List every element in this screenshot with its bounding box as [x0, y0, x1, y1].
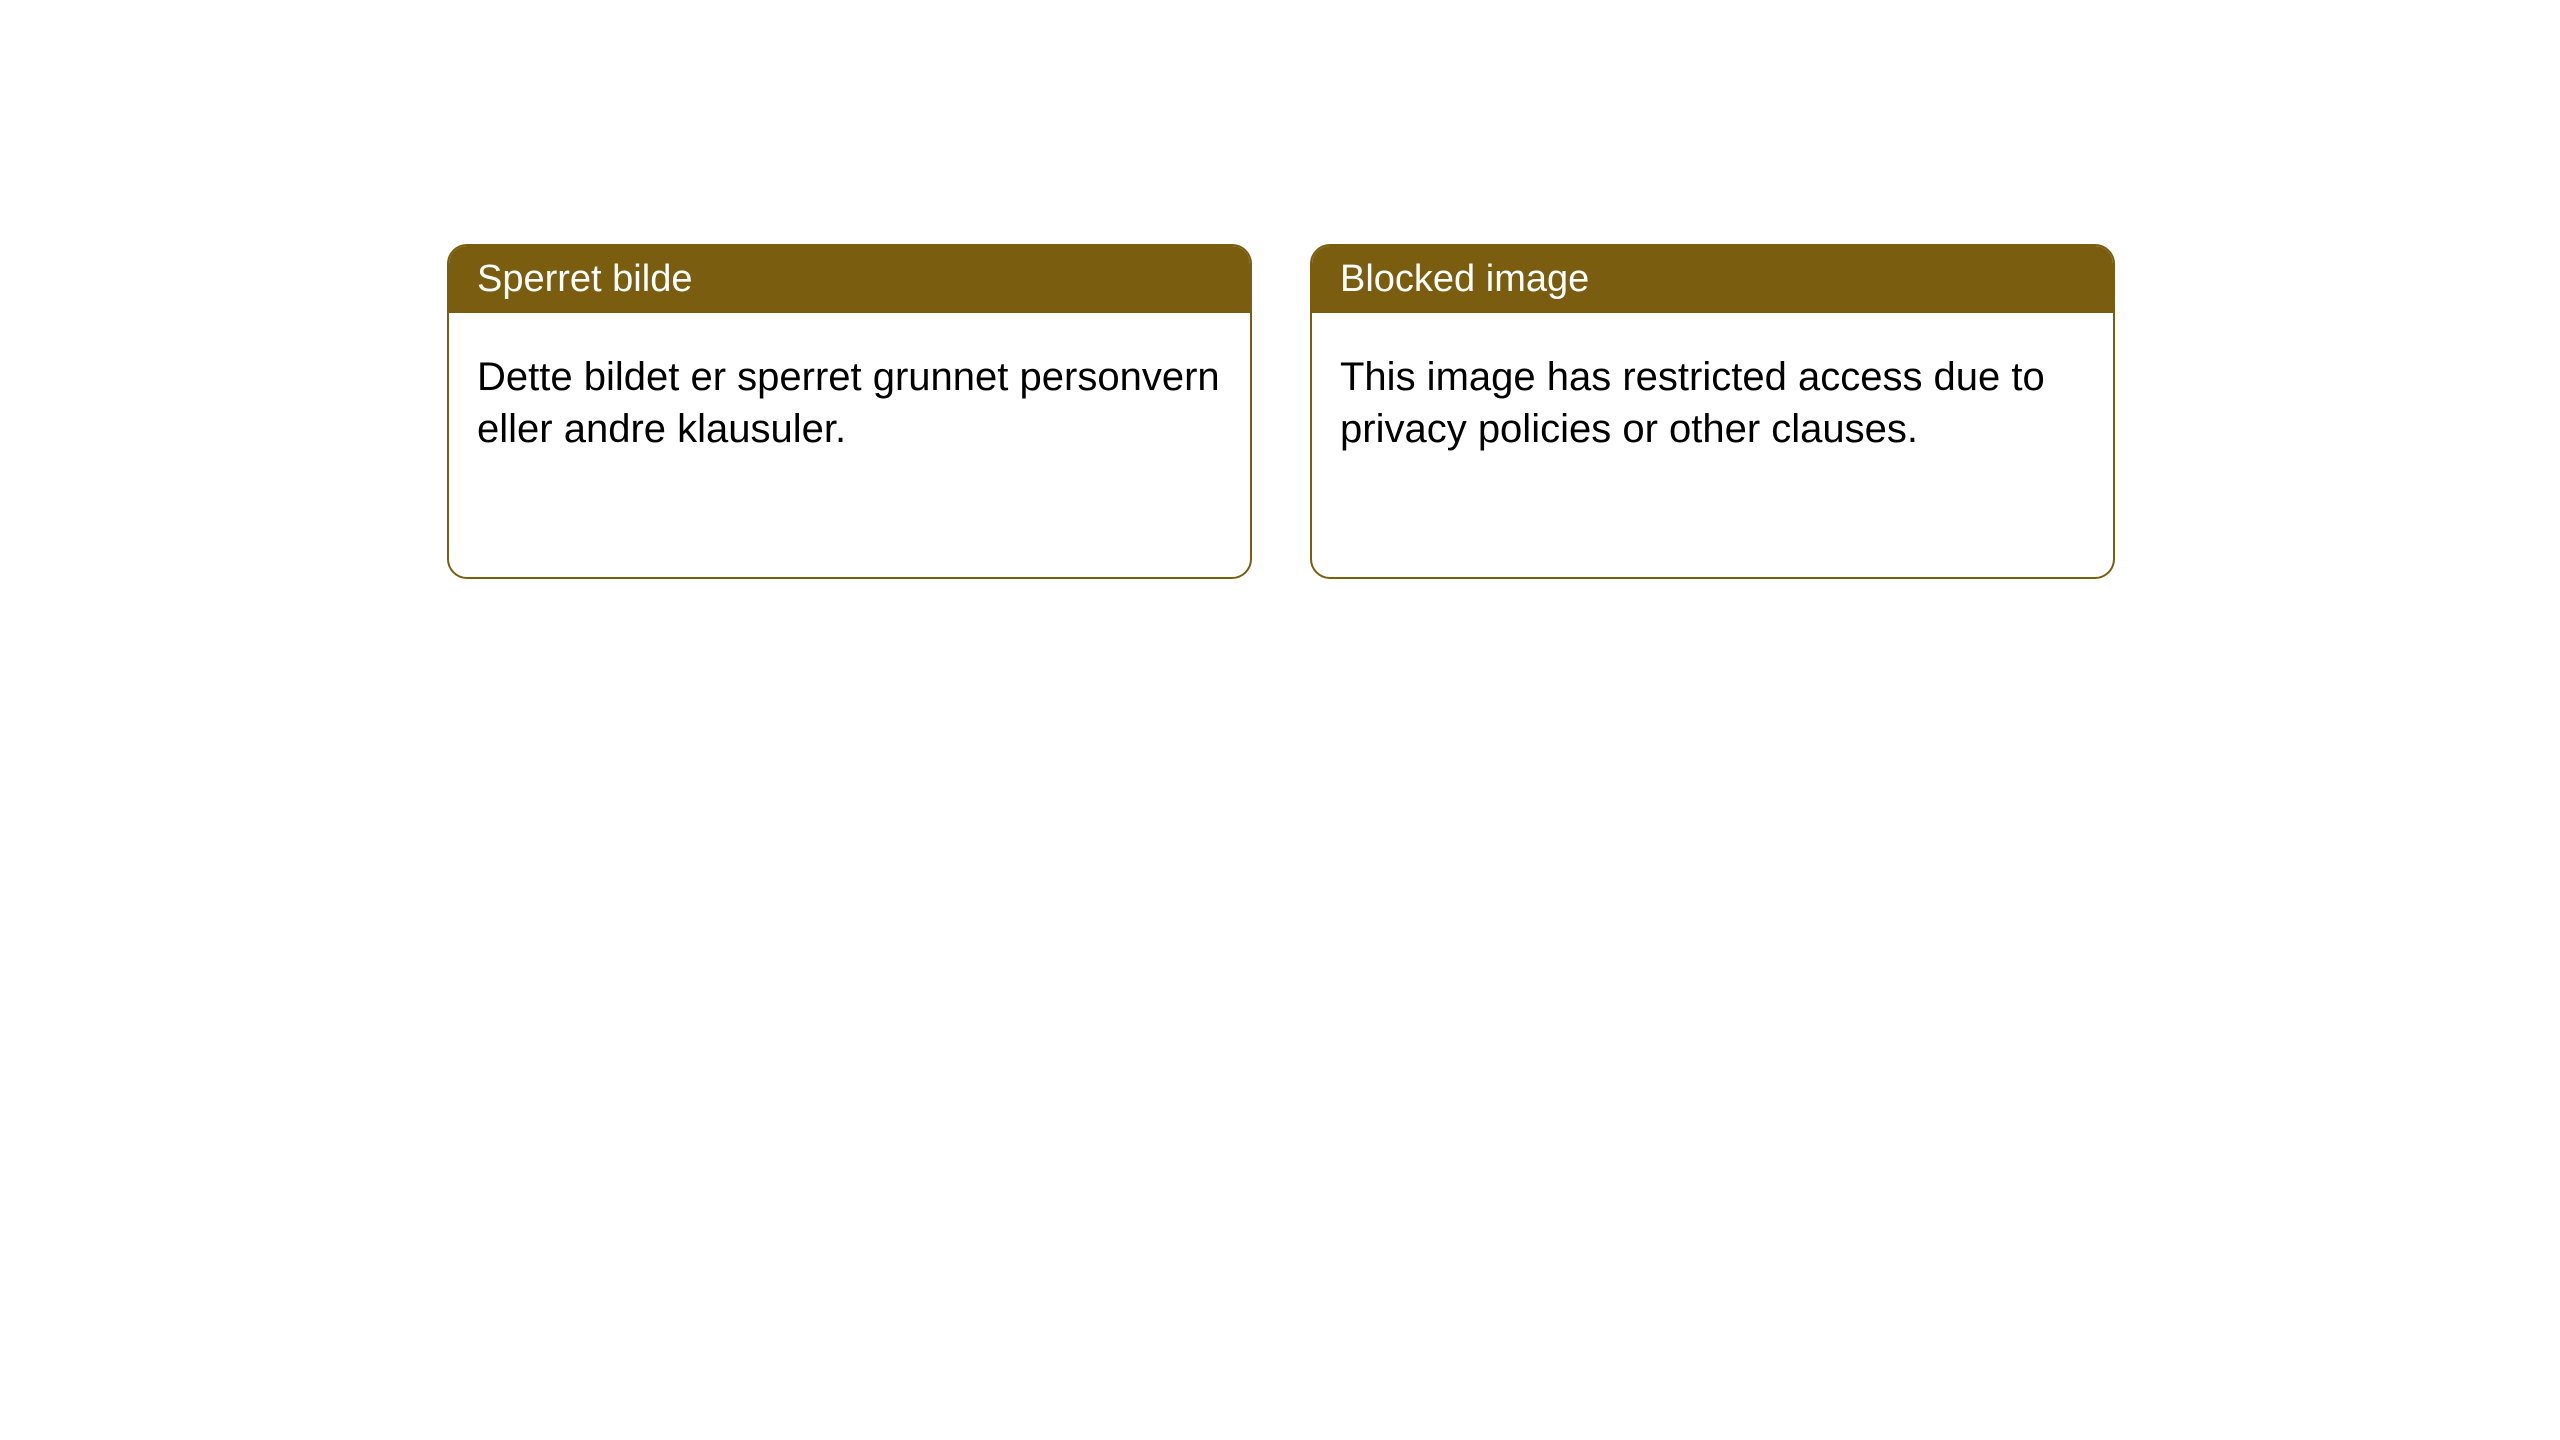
- card-body: Dette bildet er sperret grunnet personve…: [449, 313, 1250, 493]
- card-body: This image has restricted access due to …: [1312, 313, 2113, 493]
- card-body-text: Dette bildet er sperret grunnet personve…: [477, 355, 1220, 451]
- card-body-text: This image has restricted access due to …: [1340, 355, 2045, 451]
- notice-container: Sperret bilde Dette bildet er sperret gr…: [447, 244, 2115, 579]
- card-title: Sperret bilde: [477, 258, 692, 300]
- blocked-image-card-norwegian: Sperret bilde Dette bildet er sperret gr…: [447, 244, 1252, 579]
- card-title: Blocked image: [1340, 258, 1589, 300]
- card-header: Blocked image: [1312, 246, 2113, 313]
- card-header: Sperret bilde: [449, 246, 1250, 313]
- blocked-image-card-english: Blocked image This image has restricted …: [1310, 244, 2115, 579]
